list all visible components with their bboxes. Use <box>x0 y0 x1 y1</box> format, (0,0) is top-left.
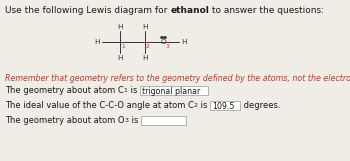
Text: The geometry about atom O: The geometry about atom O <box>5 116 125 125</box>
Text: H: H <box>117 24 123 29</box>
FancyBboxPatch shape <box>140 85 208 95</box>
Text: H: H <box>117 55 123 61</box>
Text: The geometry about atom C: The geometry about atom C <box>5 86 124 95</box>
Text: The ideal value of the C-C-O angle at atom C: The ideal value of the C-C-O angle at at… <box>5 101 194 110</box>
Text: 2: 2 <box>146 44 150 49</box>
Text: Remember that geometry refers to the geometry defined by the atoms, not the elec: Remember that geometry refers to the geo… <box>5 74 350 83</box>
FancyBboxPatch shape <box>141 115 186 124</box>
Text: 3: 3 <box>165 44 169 49</box>
Text: H: H <box>181 39 187 45</box>
Text: 1: 1 <box>124 88 128 93</box>
Text: degrees.: degrees. <box>241 101 280 110</box>
Text: O: O <box>160 38 166 44</box>
Text: is: is <box>128 86 140 95</box>
Text: is: is <box>198 101 210 110</box>
FancyBboxPatch shape <box>210 100 240 109</box>
Text: is: is <box>129 116 141 125</box>
Text: H: H <box>94 39 100 45</box>
Text: 109.5: 109.5 <box>212 101 235 110</box>
Text: H: H <box>142 55 148 61</box>
Text: 1: 1 <box>121 44 125 49</box>
Text: 3: 3 <box>125 118 128 123</box>
Text: trigonal planar: trigonal planar <box>142 86 200 95</box>
Text: H: H <box>142 24 148 29</box>
Text: ethanol: ethanol <box>170 6 209 15</box>
Text: Use the following Lewis diagram for: Use the following Lewis diagram for <box>5 6 170 15</box>
Text: 2: 2 <box>194 103 198 108</box>
Text: to answer the questions:: to answer the questions: <box>209 6 324 15</box>
